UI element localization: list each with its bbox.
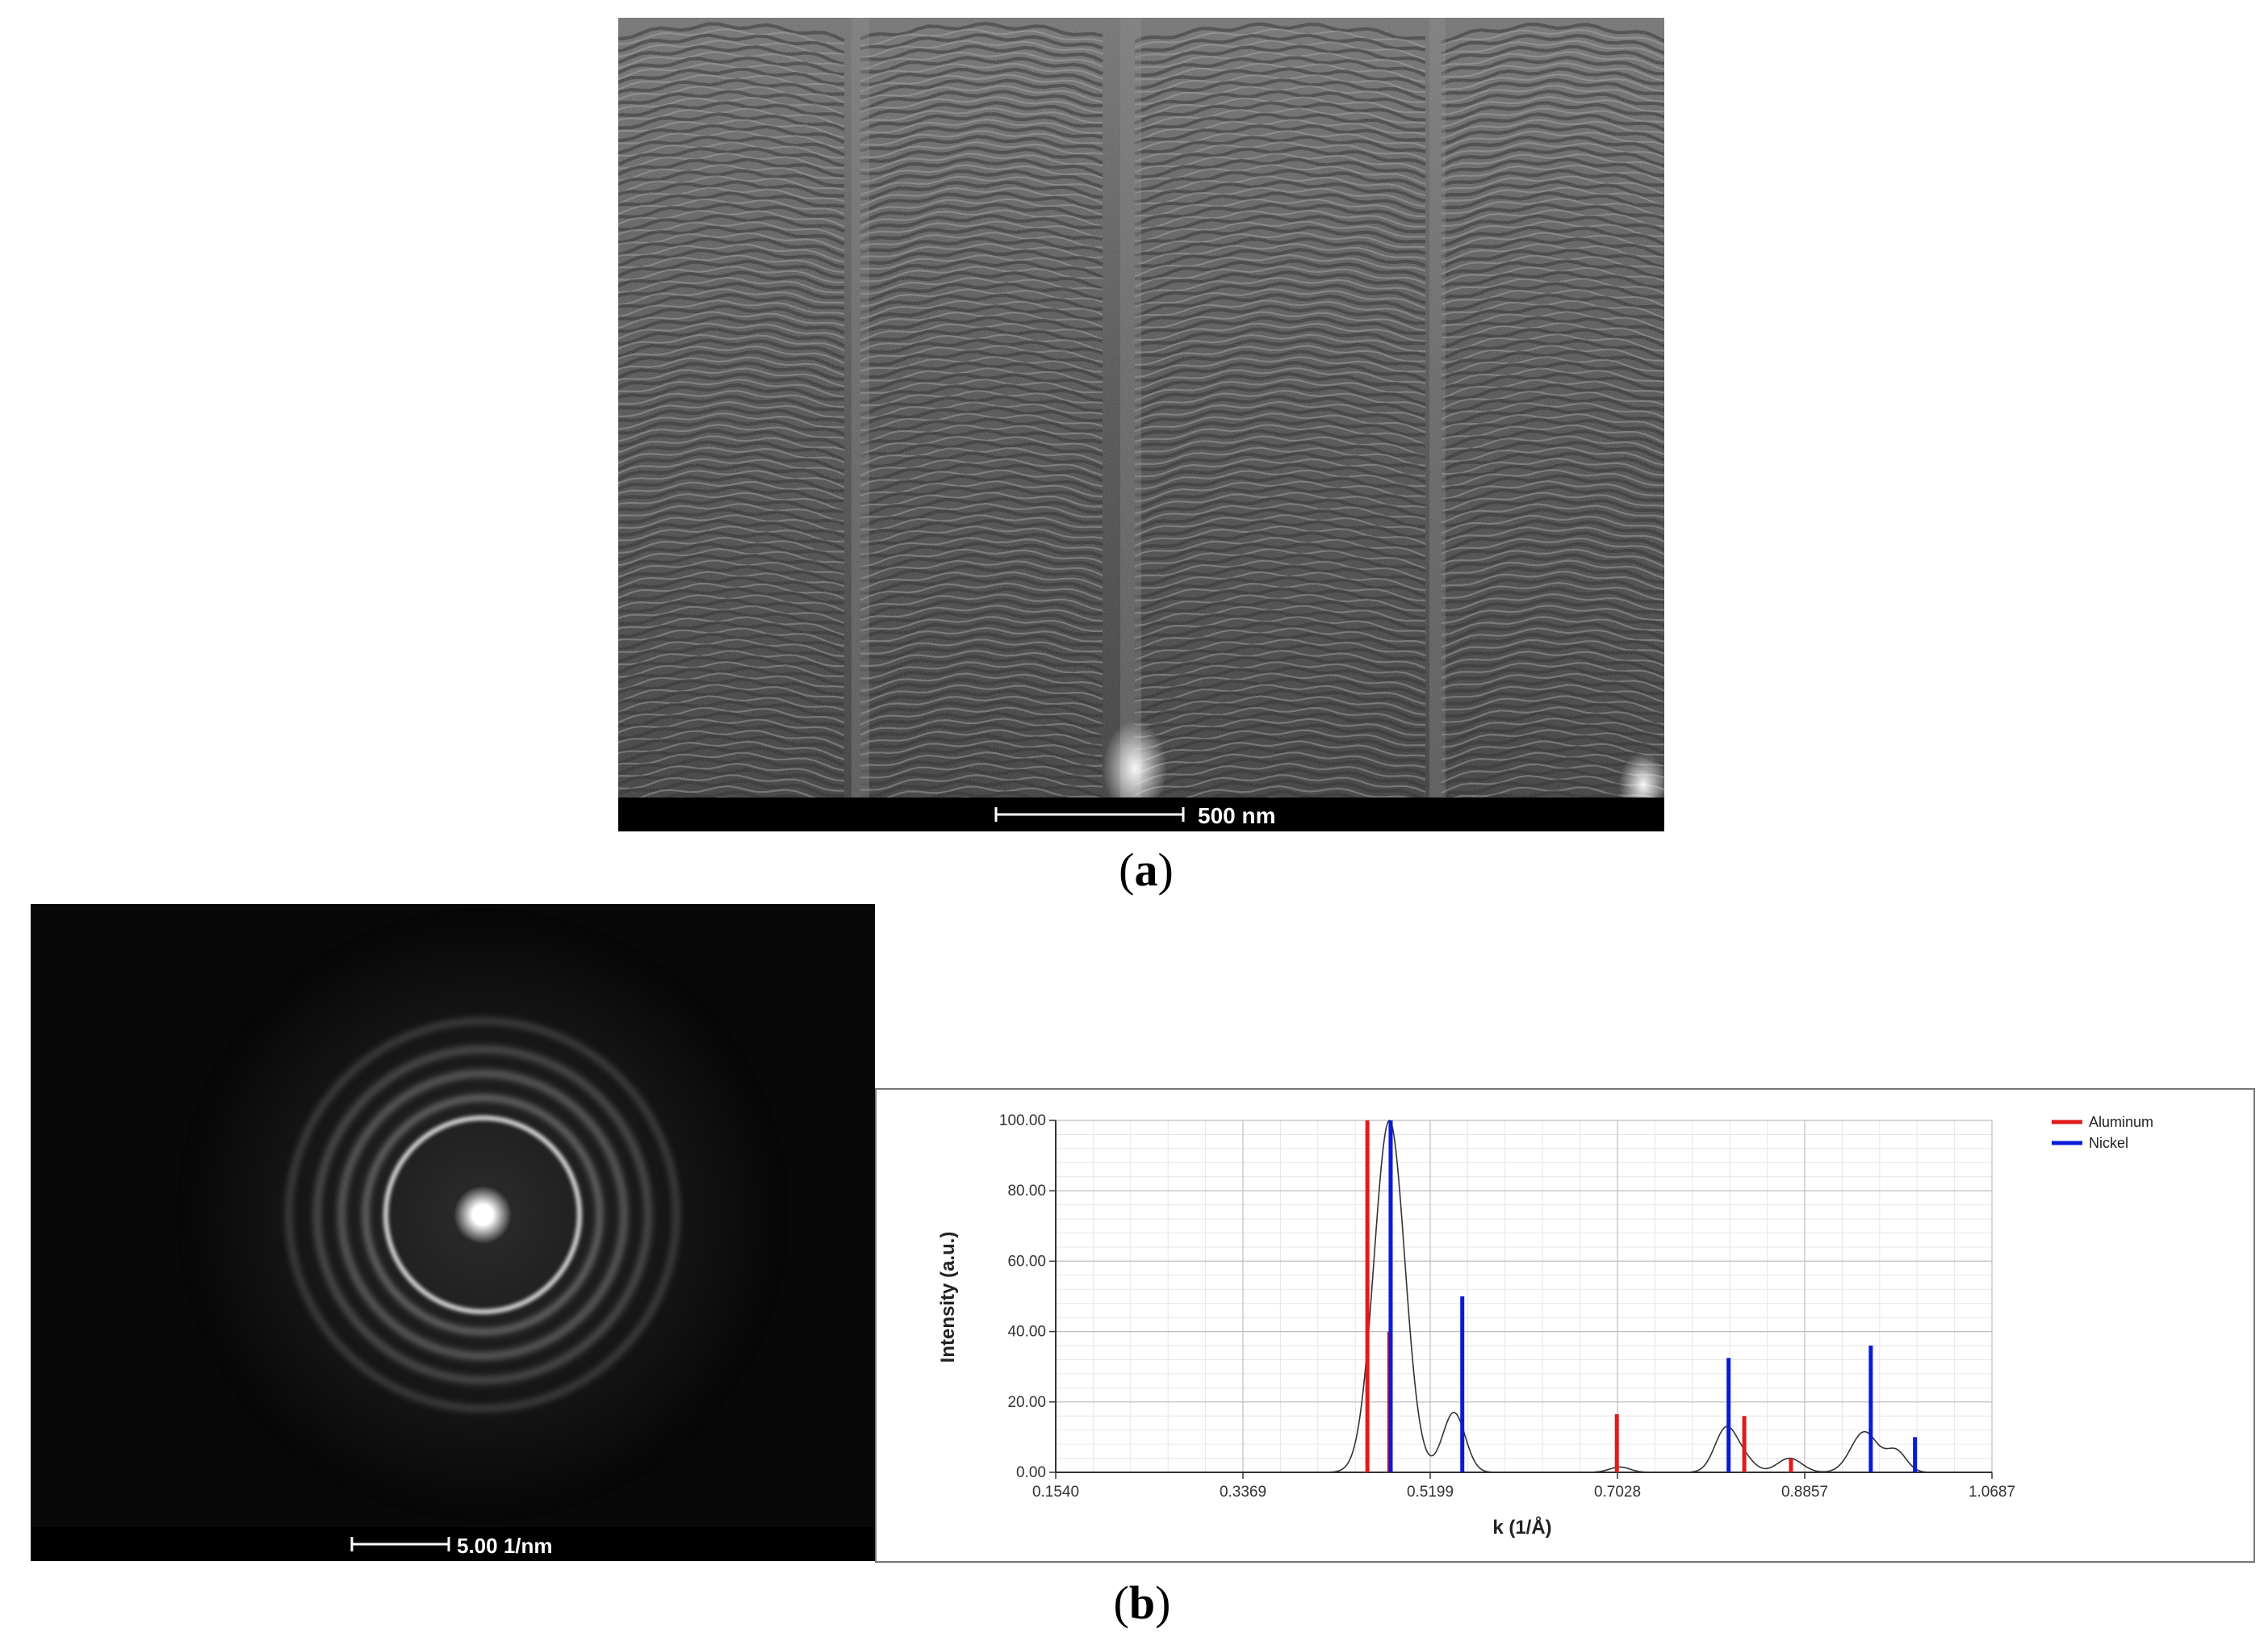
label-letter: a bbox=[1134, 844, 1158, 896]
chart-canvas: 0.1540 0.3369 0.5199 0.7028 0.8857 1.0687 0.00… bbox=[937, 1112, 2153, 1539]
chart-axes bbox=[1055, 1120, 1992, 1473]
diffraction-ring bbox=[337, 1070, 628, 1360]
intensity-profile-chart: 0.1540 0.3369 0.5199 0.7028 0.8857 1.0687 0.00… bbox=[875, 1088, 2255, 1563]
label-paren-open: ( bbox=[1113, 1576, 1129, 1629]
tem-micrograph-canvas: 500 nm bbox=[618, 18, 1664, 831]
chart-ticks: 0.1540 0.3369 0.5199 0.7028 0.8857 1.0687 0.00… bbox=[999, 1112, 2015, 1501]
chart-sticks bbox=[1365, 1120, 1918, 1472]
y-tick-label: 80.00 bbox=[1007, 1183, 1046, 1199]
label-paren-open: ( bbox=[1119, 844, 1135, 896]
saed-pattern: 5.00 1/nm bbox=[31, 904, 875, 1561]
x-tick-label: 0.1540 bbox=[1032, 1484, 1079, 1501]
x-axis-title: k (1/Å) bbox=[1492, 1516, 1551, 1539]
scale-bar-strip bbox=[31, 1527, 875, 1561]
intensity-profile-line bbox=[1056, 1120, 1992, 1473]
tem-bright-region bbox=[1103, 720, 1167, 817]
x-tick-label: 0.5199 bbox=[1407, 1484, 1454, 1501]
label-paren-close: ) bbox=[1155, 1576, 1171, 1629]
chart-grid bbox=[1055, 1120, 1993, 1473]
x-tick-label: 0.3369 bbox=[1220, 1484, 1266, 1501]
diffraction-ring bbox=[313, 1045, 652, 1384]
diffraction-ring-primary bbox=[383, 1116, 582, 1314]
y-tick-label: 60.00 bbox=[1007, 1253, 1046, 1270]
x-tick-label: 0.8857 bbox=[1781, 1484, 1828, 1501]
panel-label-a: (a) bbox=[1112, 843, 1180, 897]
label-letter: b bbox=[1128, 1576, 1156, 1629]
diffraction-ring bbox=[285, 1017, 680, 1413]
x-tick-label: 1.0687 bbox=[1969, 1484, 2015, 1501]
chart-legend: Aluminum Nickel bbox=[2052, 1114, 2153, 1151]
y-axis-title: Intensity (a.u.) bbox=[937, 1232, 959, 1363]
panel-label-b: (b) bbox=[1106, 1576, 1178, 1630]
legend-label-aluminum: Aluminum bbox=[2089, 1114, 2153, 1130]
scale-bar-label: 500 nm bbox=[1198, 803, 1276, 828]
saed-pattern-canvas: 5.00 1/nm bbox=[31, 904, 875, 1561]
y-tick-label: 20.00 bbox=[1007, 1394, 1046, 1411]
tem-grain bbox=[618, 18, 1664, 798]
transmitted-beam bbox=[454, 1186, 512, 1244]
x-tick-label: 0.7028 bbox=[1594, 1484, 1641, 1501]
scale-bar-label: 5.00 1/nm bbox=[457, 1534, 553, 1558]
label-paren-close: ) bbox=[1157, 844, 1174, 896]
chart-profile bbox=[1056, 1120, 1992, 1473]
diffraction-ring bbox=[362, 1095, 603, 1335]
y-tick-label: 0.00 bbox=[1016, 1464, 1046, 1481]
y-tick-label: 100.00 bbox=[999, 1112, 1046, 1129]
tem-micrograph: 500 nm bbox=[618, 18, 1664, 831]
legend-label-nickel: Nickel bbox=[2089, 1135, 2128, 1151]
y-tick-label: 40.00 bbox=[1007, 1324, 1046, 1341]
